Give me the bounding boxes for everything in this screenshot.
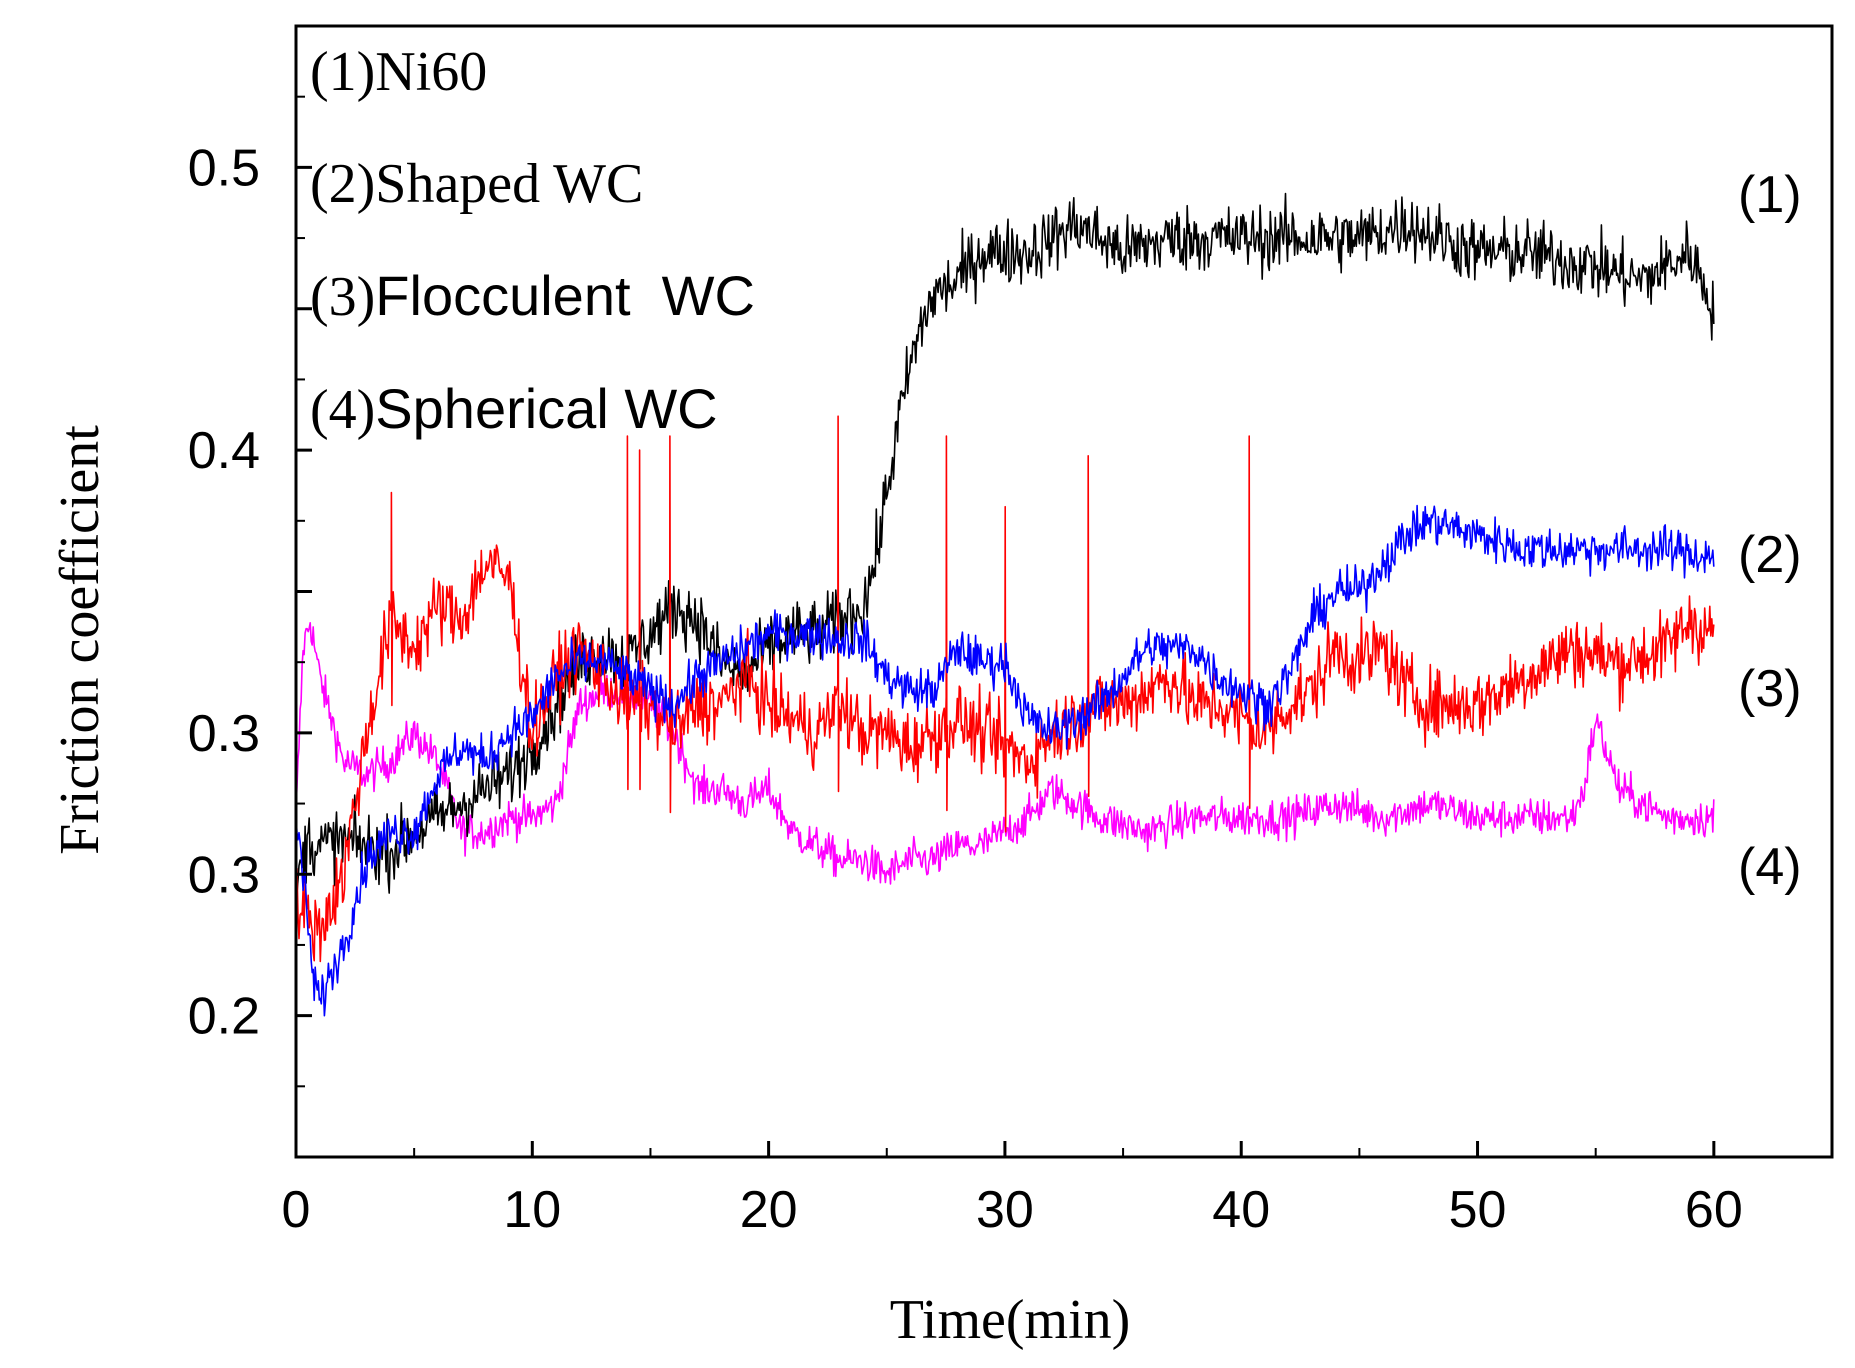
curve-label-2: (2) <box>1738 526 1802 584</box>
legend-number-2: (2) <box>310 153 375 215</box>
x-tick-label-0: 0 <box>282 1181 311 1239</box>
y-tick-label: 0.2 <box>188 988 260 1046</box>
curve-labels: (1) (2) (3) (4) <box>1738 166 1802 896</box>
series-line-1 <box>295 192 1715 894</box>
x-tick-label-40: 40 <box>1212 1181 1270 1239</box>
x-tick-label-60: 60 <box>1685 1181 1743 1239</box>
legend-text-2: Shaped WC <box>375 153 643 215</box>
ticks-layer: 0 10 20 30 40 50 60 0.2 0.3 0.3 0.4 0.5 <box>188 95 1743 1239</box>
y-tick-label: 0.3 <box>188 846 260 904</box>
y-tick-label: 0.5 <box>188 139 260 197</box>
legend-number-1: (1) <box>310 41 375 103</box>
y-axis-title: Friction coefficient <box>49 425 111 855</box>
x-tick-label-20: 20 <box>740 1181 798 1239</box>
legend-entry-1: (1)Ni60 <box>310 41 487 103</box>
x-axis-title: Time(min) <box>890 1289 1131 1351</box>
legend: (1)Ni60 (2)Shaped WC (3)Flocculent WC (4… <box>310 41 755 441</box>
x-tick-label-50: 50 <box>1449 1181 1507 1239</box>
x-tick-label-30: 30 <box>976 1181 1034 1239</box>
legend-entry-2: (2)Shaped WC <box>310 153 643 215</box>
legend-number-4: (4) <box>310 379 375 441</box>
legend-entry-3: (3)Flocculent WC <box>310 264 755 328</box>
legend-text-1: Ni60 <box>375 41 487 103</box>
curve-label-4: (4) <box>1738 838 1802 896</box>
legend-number-3: (3) <box>310 266 375 328</box>
series-line-2 <box>295 504 1715 1017</box>
series-layer <box>295 192 1715 1017</box>
y-tick-label: 0.3 <box>188 705 260 763</box>
legend-entry-4: (4)Spherical WC <box>310 377 718 441</box>
legend-text-4: Spherical WC <box>375 377 717 440</box>
curve-label-1: (1) <box>1738 166 1802 224</box>
x-tick-label-10: 10 <box>503 1181 561 1239</box>
curve-label-3: (3) <box>1738 660 1802 718</box>
y-tick-label: 0.4 <box>188 422 260 480</box>
legend-text-3: Flocculent WC <box>375 264 755 327</box>
